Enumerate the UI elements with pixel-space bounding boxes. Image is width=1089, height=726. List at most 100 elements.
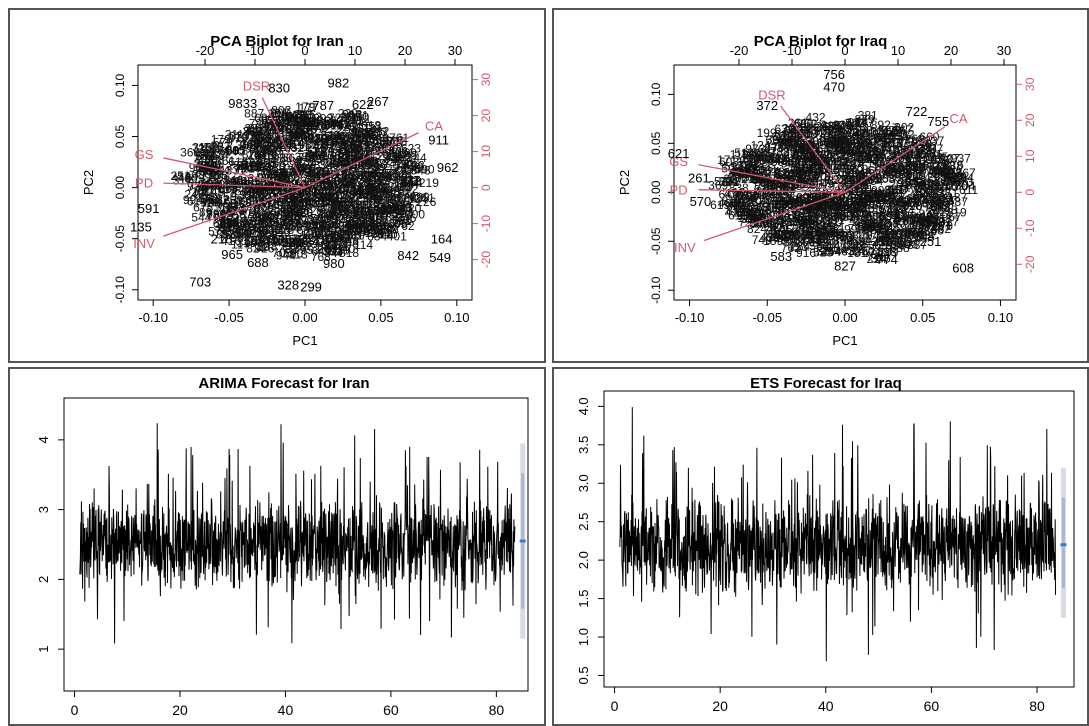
- observation-label: 733: [350, 222, 370, 236]
- observation-label: 145: [204, 185, 224, 199]
- observation-label: 761: [389, 131, 409, 145]
- observation-label: 156: [271, 233, 291, 247]
- observation-label: 260: [327, 194, 347, 208]
- ets-forecast-iraq-chart: ETS Forecast for Iraq 0 20 40 60 80 0.5 1.0 1.5 2…: [576, 375, 1075, 714]
- pca-biplot-iraq-chart: PCA Biplot for Iraq -0.10 -0.05 0.00 0.05 0.1…: [617, 33, 1037, 348]
- observation-label: 539: [314, 191, 334, 205]
- observation-label: 638: [263, 208, 283, 222]
- observation-label: 653: [823, 131, 843, 145]
- observation-label: 944: [276, 249, 296, 263]
- observation-label: 789: [206, 207, 226, 221]
- observation-label: 18: [279, 195, 293, 209]
- observation-label: 975: [295, 118, 315, 132]
- point-label: 135: [130, 219, 152, 234]
- y-tick-label: 3.5: [576, 436, 591, 454]
- observation-label: 176: [871, 141, 891, 155]
- y-tick-label: 0.00: [113, 176, 127, 200]
- observation-label: 562: [313, 190, 333, 204]
- observation-label: 175: [380, 167, 400, 181]
- observation-label: 793: [251, 223, 271, 237]
- observation-label: 539: [806, 232, 826, 246]
- loading-arrow: [163, 182, 306, 189]
- observation-label: 354: [263, 139, 283, 153]
- observation-label: 476: [385, 170, 405, 184]
- observation-label: 660: [259, 212, 279, 226]
- observation-label: 185: [394, 177, 414, 191]
- observation-label: 550: [256, 136, 276, 150]
- observation-label: 794: [378, 200, 398, 214]
- observation-label: 522: [276, 198, 296, 212]
- observation-label: 508: [287, 211, 307, 225]
- observation-label: 300: [918, 213, 938, 227]
- observation-label: 41: [227, 198, 241, 212]
- observation-label: 148: [178, 169, 198, 183]
- observation-label: 113: [289, 248, 308, 262]
- observation-label: 385: [360, 223, 380, 237]
- observation-label: 768: [311, 250, 331, 264]
- observation-label: 977: [297, 226, 317, 240]
- observation-label: 55: [365, 184, 379, 198]
- observation-label: 488: [321, 218, 341, 232]
- observation-label: 343: [360, 156, 380, 170]
- observation-label: 555: [226, 208, 246, 222]
- point-label: 267: [367, 94, 389, 109]
- observation-label: 892: [871, 118, 891, 132]
- observation-label: 857: [353, 198, 373, 212]
- observation-label: 477: [340, 162, 360, 176]
- observation-label: 648: [298, 186, 318, 200]
- observation-label: 998: [285, 125, 305, 139]
- observation-label: 733: [318, 209, 338, 223]
- observation-label: 618: [313, 134, 333, 148]
- observation-label: 743: [225, 200, 245, 214]
- observation-label: 855: [296, 108, 316, 122]
- observation-label: 789: [249, 116, 269, 130]
- observation-label: 314: [237, 159, 257, 173]
- observation-label: 311: [225, 128, 244, 142]
- observation-label: 67: [332, 229, 346, 243]
- x-tick-label: 0.10: [444, 310, 469, 325]
- observation-label: 695: [388, 217, 408, 231]
- observation-label: 212: [258, 150, 278, 164]
- observation-label: 970: [392, 200, 412, 214]
- observation-label: 259: [309, 176, 329, 190]
- observation-label: 777: [393, 165, 413, 179]
- observation-label: 262: [242, 125, 262, 139]
- observation-label: 588: [397, 192, 417, 206]
- observation-label: 975: [376, 209, 396, 223]
- observation-label: 671: [348, 109, 368, 123]
- observation-label: 930: [305, 172, 325, 186]
- observation-label: 758: [223, 193, 243, 207]
- observation-label: 754: [260, 167, 280, 181]
- observation-label: 469: [362, 189, 382, 203]
- observation-label: 224: [371, 189, 391, 203]
- observation-label: 349: [249, 138, 269, 152]
- observation-label: 258: [339, 171, 359, 185]
- observation-label: 915: [360, 199, 380, 213]
- observation-label: 652: [284, 141, 304, 155]
- observation-label: 295: [286, 129, 306, 143]
- y-tick-label: 0.10: [649, 82, 663, 106]
- observation-label: 834: [317, 240, 337, 254]
- observation-label: 269: [217, 216, 237, 230]
- observation-label: 344: [399, 177, 419, 191]
- observation-label: 239: [338, 106, 358, 120]
- observation-label: 999: [250, 129, 270, 143]
- observation-label: 235: [315, 179, 335, 193]
- observation-label: 725: [308, 119, 328, 133]
- observation-label: 114: [354, 238, 373, 252]
- y-tick-label: -0.10: [649, 276, 663, 304]
- loading-label: DSR: [243, 78, 270, 93]
- observation-label: 559: [333, 195, 353, 209]
- observation-label: 821: [350, 138, 370, 152]
- observation-label: 680: [369, 208, 389, 222]
- observation-label: 650: [304, 195, 324, 209]
- observation-label: 319: [237, 236, 257, 250]
- observation-label: 67: [388, 176, 402, 190]
- observation-label: 515: [204, 140, 224, 154]
- observation-label: 122: [200, 195, 220, 209]
- observation-label: 236: [330, 204, 350, 218]
- observation-label: 913: [342, 108, 362, 122]
- observation-label: 129: [314, 117, 334, 131]
- observation-label: 721: [328, 111, 348, 125]
- observation-label: 635: [245, 160, 265, 174]
